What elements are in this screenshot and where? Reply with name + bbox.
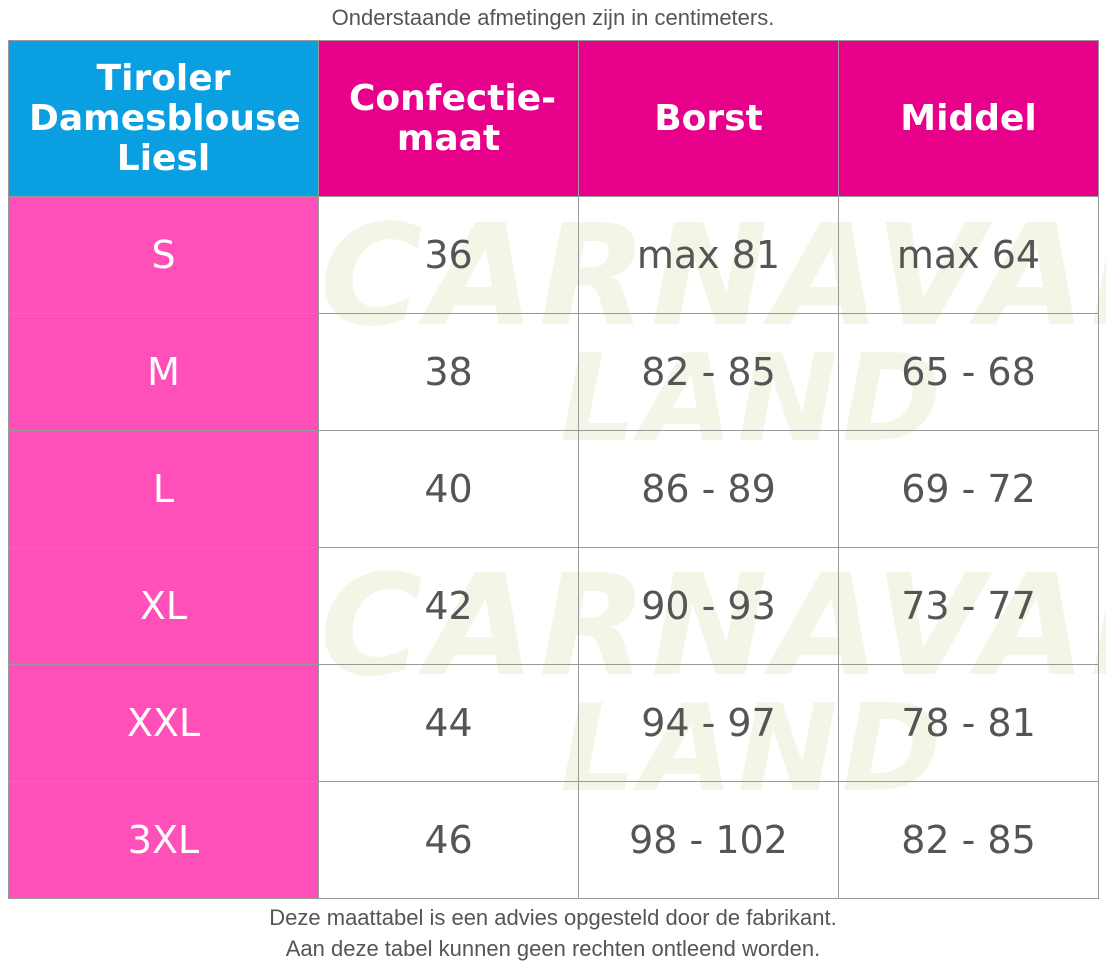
borst-cell: 86 - 89	[578, 430, 839, 548]
confectiemaat-cell: 36	[318, 196, 579, 314]
size-cell: M	[8, 313, 319, 431]
table-row: M 38 82 - 85 65 - 68	[8, 313, 1099, 431]
borst-cell: max 81	[578, 196, 839, 314]
table-row: S 36 max 81 max 64	[8, 196, 1099, 314]
middel-cell: 65 - 68	[838, 313, 1099, 431]
confectiemaat-cell: 38	[318, 313, 579, 431]
size-cell: XL	[8, 547, 319, 665]
table-row: 3XL 46 98 - 102 82 - 85	[8, 781, 1099, 899]
confectiemaat-cell: 44	[318, 664, 579, 782]
middel-cell: max 64	[838, 196, 1099, 314]
header-confectiemaat: Confectie-maat	[318, 40, 579, 197]
size-cell: L	[8, 430, 319, 548]
footer-note-1: Deze maattabel is een advies opgesteld d…	[269, 905, 837, 930]
caption-units: Onderstaande afmetingen zijn in centimet…	[331, 5, 775, 30]
confectiemaat-cell: 46	[318, 781, 579, 899]
middel-cell: 82 - 85	[838, 781, 1099, 899]
middel-cell: 78 - 81	[838, 664, 1099, 782]
borst-cell: 94 - 97	[578, 664, 839, 782]
size-table: Tiroler Damesblouse Liesl Confectie-maat…	[8, 40, 1099, 899]
table-row: XL 42 90 - 93 73 - 77	[8, 547, 1099, 665]
middel-cell: 73 - 77	[838, 547, 1099, 665]
borst-cell: 90 - 93	[578, 547, 839, 665]
middel-cell: 69 - 72	[838, 430, 1099, 548]
confectiemaat-cell: 40	[318, 430, 579, 548]
size-cell: XXL	[8, 664, 319, 782]
size-cell: S	[8, 196, 319, 314]
header-borst: Borst	[578, 40, 839, 197]
header-middel: Middel	[838, 40, 1099, 197]
borst-cell: 82 - 85	[578, 313, 839, 431]
confectiemaat-cell: 42	[318, 547, 579, 665]
size-cell: 3XL	[8, 781, 319, 899]
borst-cell: 98 - 102	[578, 781, 839, 899]
header-product: Tiroler Damesblouse Liesl	[8, 40, 319, 197]
table-row: L 40 86 - 89 69 - 72	[8, 430, 1099, 548]
header-row: Tiroler Damesblouse Liesl Confectie-maat…	[8, 40, 1099, 197]
table-row: XXL 44 94 - 97 78 - 81	[8, 664, 1099, 782]
footer-note-2: Aan deze tabel kunnen geen rechten ontle…	[285, 936, 821, 961]
